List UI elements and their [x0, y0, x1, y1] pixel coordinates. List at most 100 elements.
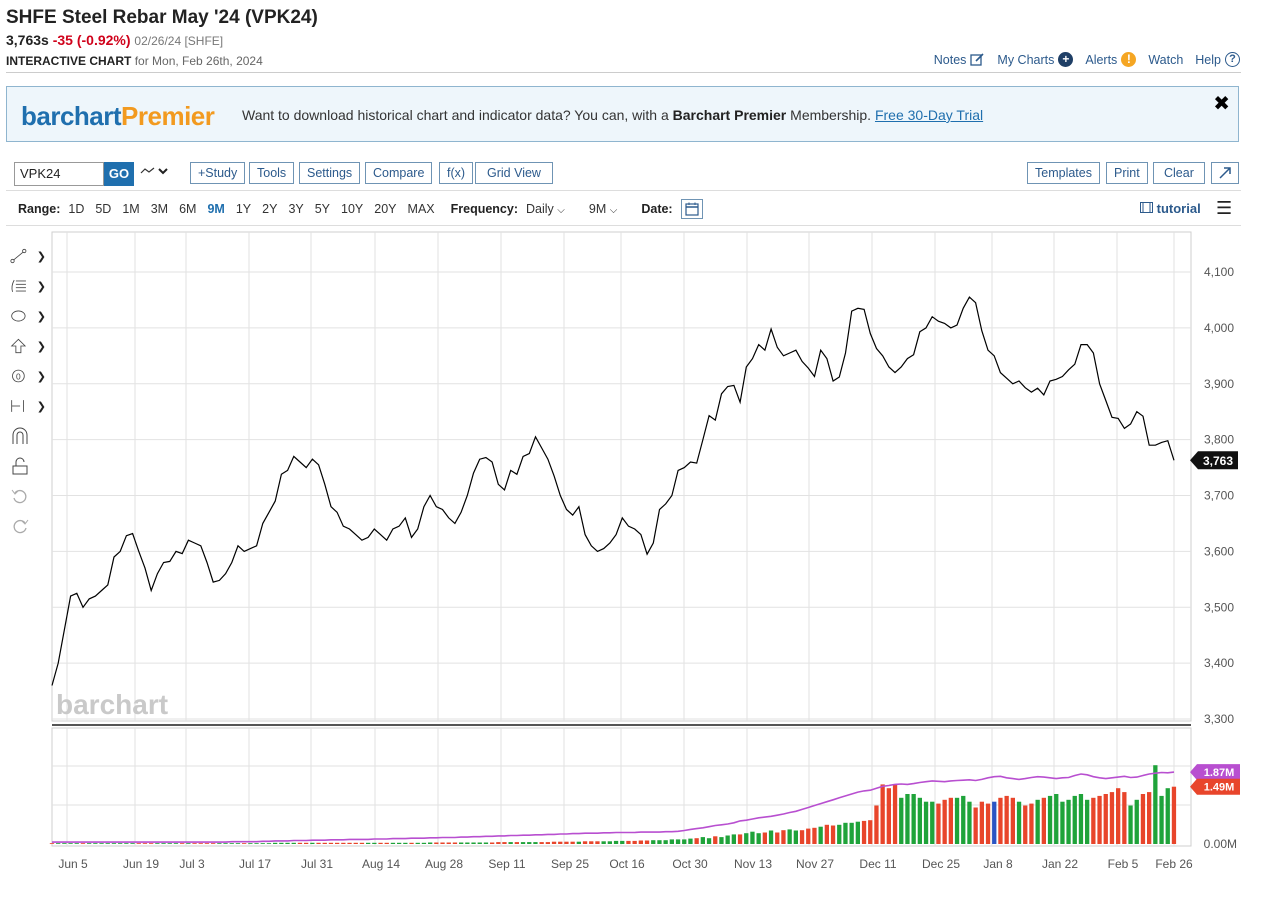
volume-bar [434, 842, 439, 844]
study-button[interactable]: +Study [190, 162, 246, 184]
volume-bar [1171, 786, 1177, 844]
trendline-tool[interactable]: ❯ [10, 245, 46, 267]
undo-tool[interactable] [10, 485, 46, 507]
volume-bar [105, 843, 110, 844]
close-icon[interactable]: ✖ [1213, 93, 1230, 115]
measure-tool[interactable]: ❯ [10, 395, 46, 417]
volume-bar [700, 837, 705, 844]
my-charts-link[interactable]: My Charts + [997, 52, 1074, 67]
range-option-9m[interactable]: 9M [207, 202, 225, 216]
volume-bar [799, 830, 805, 844]
banner-bold: Barchart Premier [672, 107, 787, 123]
volume-bar [1004, 795, 1009, 844]
magnet-tool[interactable] [10, 425, 46, 447]
x-tick-label: Sep 25 [551, 857, 589, 871]
volume-bar [142, 843, 148, 844]
volume-bar [1060, 801, 1065, 844]
chevron-right-icon: ❯ [36, 400, 46, 413]
tools-button[interactable]: Tools [249, 162, 295, 184]
top-links: Notes My Charts + Alerts ! Watch Help ? [934, 52, 1240, 67]
shapes-tool[interactable]: ❯ [10, 305, 46, 327]
volume-bar [1078, 794, 1084, 844]
volume-bar [483, 842, 489, 844]
range-option-5y[interactable]: 5Y [314, 202, 331, 216]
volume-bar [415, 842, 420, 844]
volume-bar [403, 842, 408, 844]
volume-bar [273, 842, 278, 844]
volume-bar [1041, 797, 1046, 844]
volume-bar [551, 841, 557, 844]
frequency-select[interactable]: Daily ⌵ [526, 202, 565, 216]
range-option-1d[interactable]: 1D [68, 202, 85, 216]
volume-bar [1047, 795, 1053, 844]
volume-tag [1190, 778, 1240, 795]
print-button[interactable]: Print [1106, 162, 1148, 184]
help-link[interactable]: Help ? [1195, 52, 1240, 67]
go-button[interactable]: GO [104, 162, 134, 186]
volume-bar [992, 801, 997, 844]
undo-icon [11, 489, 27, 504]
x-tick-label: Nov 27 [796, 857, 834, 871]
range-option-2y[interactable]: 2Y [262, 202, 278, 216]
settings-button[interactable]: Settings [299, 162, 361, 184]
volume-bar [254, 843, 259, 844]
volume-bar [1010, 797, 1015, 844]
range-option-3m[interactable]: 3M [150, 202, 169, 216]
rangebar-divider [6, 225, 1241, 226]
expand-button[interactable] [1211, 162, 1239, 184]
fibonacci-tool[interactable]: ❯ [10, 275, 46, 297]
volume-bar [818, 826, 823, 844]
range-option-10y[interactable]: 10Y [341, 202, 364, 216]
function-button[interactable]: f(x) [439, 162, 474, 184]
templates-button[interactable]: Templates [1027, 162, 1100, 184]
chevron-right-icon: ❯ [36, 280, 46, 293]
tutorial-link[interactable]: tutorial [1140, 201, 1201, 216]
range-option-1y[interactable]: 1Y [235, 202, 252, 216]
watch-link[interactable]: Watch [1148, 53, 1183, 67]
range-option-6m[interactable]: 6M [179, 202, 197, 216]
volume-bar [477, 842, 482, 844]
volume-bar [961, 795, 966, 844]
banner-text-2: Membership. [786, 107, 875, 123]
redo-tool[interactable] [10, 515, 46, 537]
range-option-1m[interactable]: 1M [122, 202, 140, 216]
chevron-right-icon: ❯ [36, 310, 46, 323]
volume-bar [459, 842, 464, 844]
volume-bar [440, 842, 445, 844]
symbol-input[interactable]: VPK24 [14, 162, 104, 186]
range-option-3y[interactable]: 3Y [288, 202, 304, 216]
notes-link[interactable]: Notes [934, 52, 986, 67]
free-trial-link[interactable]: Free 30-Day Trial [874, 107, 984, 123]
alerts-link[interactable]: Alerts ! [1085, 52, 1137, 67]
volume-bar [155, 843, 160, 844]
x-tick-label: Jan 22 [1042, 857, 1078, 871]
volume-bar [651, 840, 656, 844]
volume-bar [886, 788, 891, 844]
chart-type-selector[interactable] [140, 164, 170, 181]
volume-bar [713, 836, 718, 844]
grid-view-button[interactable]: Grid View [475, 162, 553, 184]
clear-button[interactable]: Clear [1153, 162, 1205, 184]
arrow-tool[interactable]: ❯ [10, 335, 46, 357]
range-option-max[interactable]: MAX [407, 202, 435, 216]
period-select[interactable]: 9M ⌵ [589, 202, 617, 216]
x-tick-label: Dec 11 [859, 857, 896, 871]
menu-icon[interactable]: ☰ [1216, 198, 1233, 218]
volume-bar [446, 842, 451, 844]
annotation-tool[interactable]: 0 ❯ [10, 365, 46, 387]
volume-bar [161, 843, 166, 844]
lock-tool[interactable] [10, 455, 46, 477]
volume-bar [186, 843, 191, 844]
x-tick-label: Jun 5 [58, 857, 88, 871]
range-option-20y[interactable]: 20Y [374, 202, 397, 216]
calendar-button[interactable] [680, 199, 703, 219]
volume-bar [880, 784, 885, 844]
volume-bar [130, 843, 135, 844]
y-tick-label: 3,900 [1204, 377, 1234, 391]
volume-bar [1116, 788, 1121, 844]
compare-button[interactable]: Compare [365, 162, 433, 184]
range-option-5d[interactable]: 5D [95, 202, 112, 216]
price-line: 3,763s -35 (-0.92%) 02/26/24 [SHFE] [6, 32, 223, 48]
volume-bar [899, 797, 904, 844]
